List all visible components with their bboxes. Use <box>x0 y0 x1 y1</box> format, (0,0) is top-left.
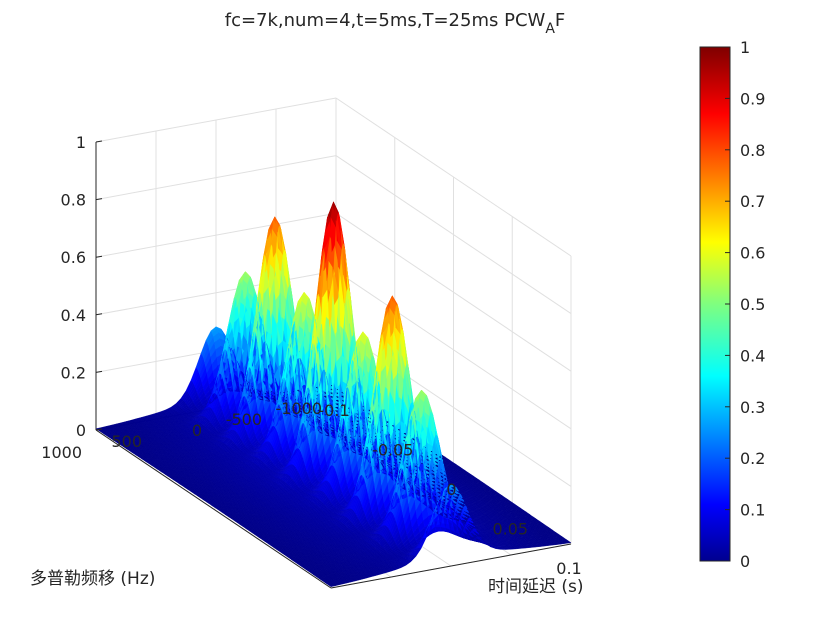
chart-title: fc=7k,num=4,t=5ms,T=25ms PCWAF <box>225 10 566 37</box>
surface-plot <box>95 201 572 587</box>
axis-edge <box>330 543 572 589</box>
axis-edge <box>95 429 332 589</box>
